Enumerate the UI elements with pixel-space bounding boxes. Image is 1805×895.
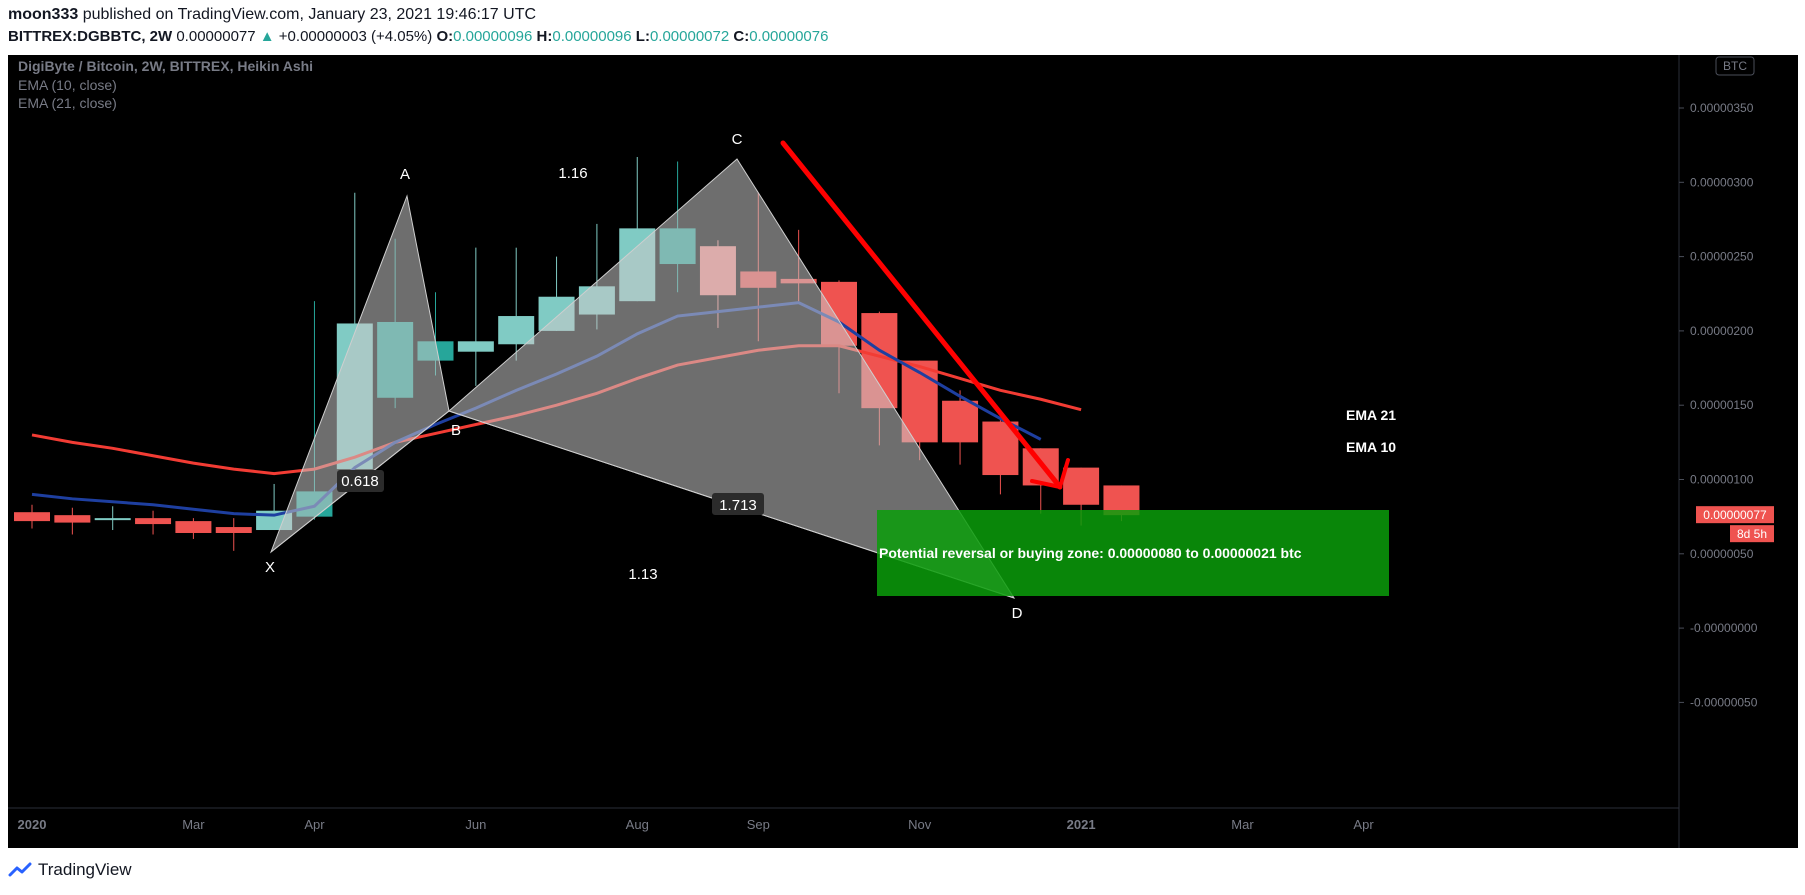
price-tick-label: -0.00000000 [1690,621,1758,635]
candle-body[interactable] [54,515,91,523]
price-tick-label: -0.00000050 [1690,695,1758,709]
ratio-0618-box [337,470,384,492]
countdown-tag [1730,525,1774,543]
point-b-label: B [451,422,461,439]
publish-info: moon333 published on TradingView.com, Ja… [8,6,536,24]
open-label: O: [436,28,454,45]
time-tick-label: Apr [304,817,325,832]
ratio-116-label: 1.16 [558,165,587,182]
candle-body[interactable] [14,512,50,522]
time-tick-label: Aug [626,817,649,832]
time-axis: 2020 Mar Apr Jun Aug Sep Nov 2021 Mar Apr [18,817,1375,832]
price-tick-label: 0.00000350 [1690,101,1754,115]
ema21-callout: EMA 21 [1346,407,1396,423]
time-tick-label: Nov [908,817,932,832]
price-axis: 0.00000350 0.00000300 0.00000250 0.00000200… [1679,101,1758,709]
buying-zone-box[interactable] [877,510,1389,596]
price-tick-label: 0.00000250 [1690,250,1754,264]
time-tick-label: 2021 [1067,817,1096,832]
ratio-1713-box [712,493,764,515]
legend-ema21[interactable]: EMA (21, close) [18,95,117,111]
time-tick-label: 2020 [18,817,47,832]
last-price: 0.00000077 [176,28,256,45]
ratio-113-label: 1.13 [628,566,657,583]
candle-body[interactable] [215,527,252,533]
tradingview-footer[interactable]: TradingView [8,860,132,880]
price-tick-label: 0.00000300 [1690,175,1754,189]
point-c-label: C [732,131,743,148]
price-chart[interactable]: Potential reversal or buying zone: 0.000… [8,55,1798,848]
up-arrow-icon: ▲ [259,28,275,45]
high-label: H: [536,28,553,45]
time-tick-label: Mar [182,817,205,832]
point-x-label: X [265,559,275,576]
down-arrow-drawing[interactable] [780,140,1070,490]
countdown-value: 8d 5h [1737,527,1767,541]
close-label: C: [733,28,750,45]
high-value: 0.00000096 [552,28,632,45]
time-tick-label: Jun [465,817,486,832]
price-tick-label: 0.00000200 [1690,324,1754,338]
low-label: L: [635,28,650,45]
price-tick-label: 0.00000150 [1690,398,1754,412]
open-value: 0.00000096 [453,28,533,45]
candle-body[interactable] [1063,467,1100,505]
chart-frame[interactable]: Potential reversal or buying zone: 0.000… [8,55,1798,848]
point-a-label: A [400,166,410,183]
ohlc-header: BITTREX:DGBBTC, 2W 0.00000077 ▲ +0.00000… [8,28,828,45]
change-value: +0.00000003 (+4.05%) [278,28,433,45]
tradingview-brand: TradingView [38,860,132,879]
currency-badge[interactable] [1715,56,1755,76]
tradingview-logo-icon [8,862,32,877]
point-d-label: D [1012,605,1023,622]
symbol-label: BITTREX:DGBBTC, 2W [8,28,173,45]
close-value: 0.00000076 [749,28,829,45]
candle-body[interactable] [135,518,172,525]
price-tick-label: 0.00000100 [1690,473,1754,487]
buying-zone-label: Potential reversal or buying zone: 0.000… [879,545,1302,561]
currency-badge-label: BTC [1723,59,1747,73]
pattern-xab-triangle[interactable] [269,194,450,554]
time-tick-label: Sep [747,817,770,832]
legend-title[interactable]: DigiByte / Bitcoin, 2W, BITTREX, Heikin … [18,58,313,74]
published-text: published on TradingView.com, January 23… [82,6,537,23]
legend-ema10[interactable]: EMA (10, close) [18,77,117,93]
time-tick-label: Apr [1353,817,1374,832]
candle-body[interactable] [498,316,535,345]
current-price-tag [1696,506,1774,524]
candle-body[interactable] [457,341,494,352]
time-tick-label: Mar [1231,817,1254,832]
author-name[interactable]: moon333 [8,6,79,23]
ema10-callout: EMA 10 [1346,439,1396,455]
ratio-0618-label: 0.618 [341,473,379,490]
candle-body[interactable] [94,518,131,521]
candle-body[interactable] [175,521,212,533]
low-value: 0.00000072 [649,28,730,45]
candle-body[interactable] [942,400,979,443]
current-price-value: 0.00000077 [1703,508,1767,522]
price-tick-label: 0.00000050 [1690,547,1754,561]
ratio-1713-label: 1.713 [719,497,757,514]
